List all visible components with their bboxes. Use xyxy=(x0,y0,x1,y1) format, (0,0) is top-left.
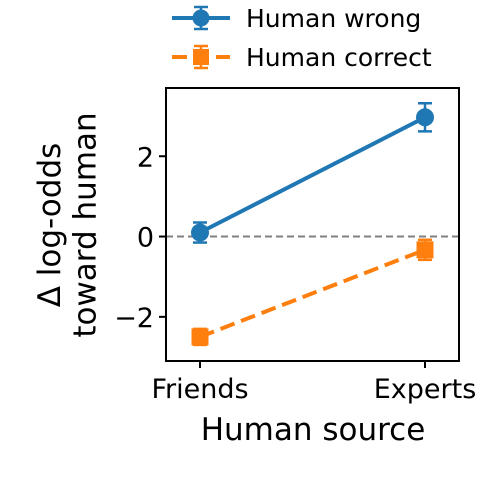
y-tick-label: 2 xyxy=(137,142,154,173)
series-1-point xyxy=(416,241,434,259)
x-axis-label: Human source xyxy=(201,412,426,448)
series-0-point xyxy=(416,108,434,127)
series-0-point xyxy=(191,223,209,242)
series-0-line xyxy=(199,115,426,235)
x-tick-label: Friends xyxy=(151,374,248,405)
plot-frame xyxy=(165,87,460,362)
legend: Human wrong Human correct xyxy=(172,4,432,72)
x-tick-label: Experts xyxy=(374,374,477,405)
legend-0-label: Human wrong xyxy=(246,4,421,33)
y-axis-label-line: Δ log-odds xyxy=(32,143,68,308)
y-tick-label: −2 xyxy=(114,303,154,334)
y-axis-label: Δ log-oddstoward human xyxy=(32,112,104,337)
y-tick-label: 0 xyxy=(137,223,154,254)
series-1-line xyxy=(199,247,426,339)
legend-0-marker xyxy=(192,9,210,27)
legend-1-label: Human correct xyxy=(246,43,432,72)
series-1-point xyxy=(191,328,209,346)
legend-1-marker xyxy=(193,49,209,65)
plot-area: −2 0 2 Friends Experts xyxy=(114,87,477,405)
y-axis-label-line: toward human xyxy=(68,112,104,337)
